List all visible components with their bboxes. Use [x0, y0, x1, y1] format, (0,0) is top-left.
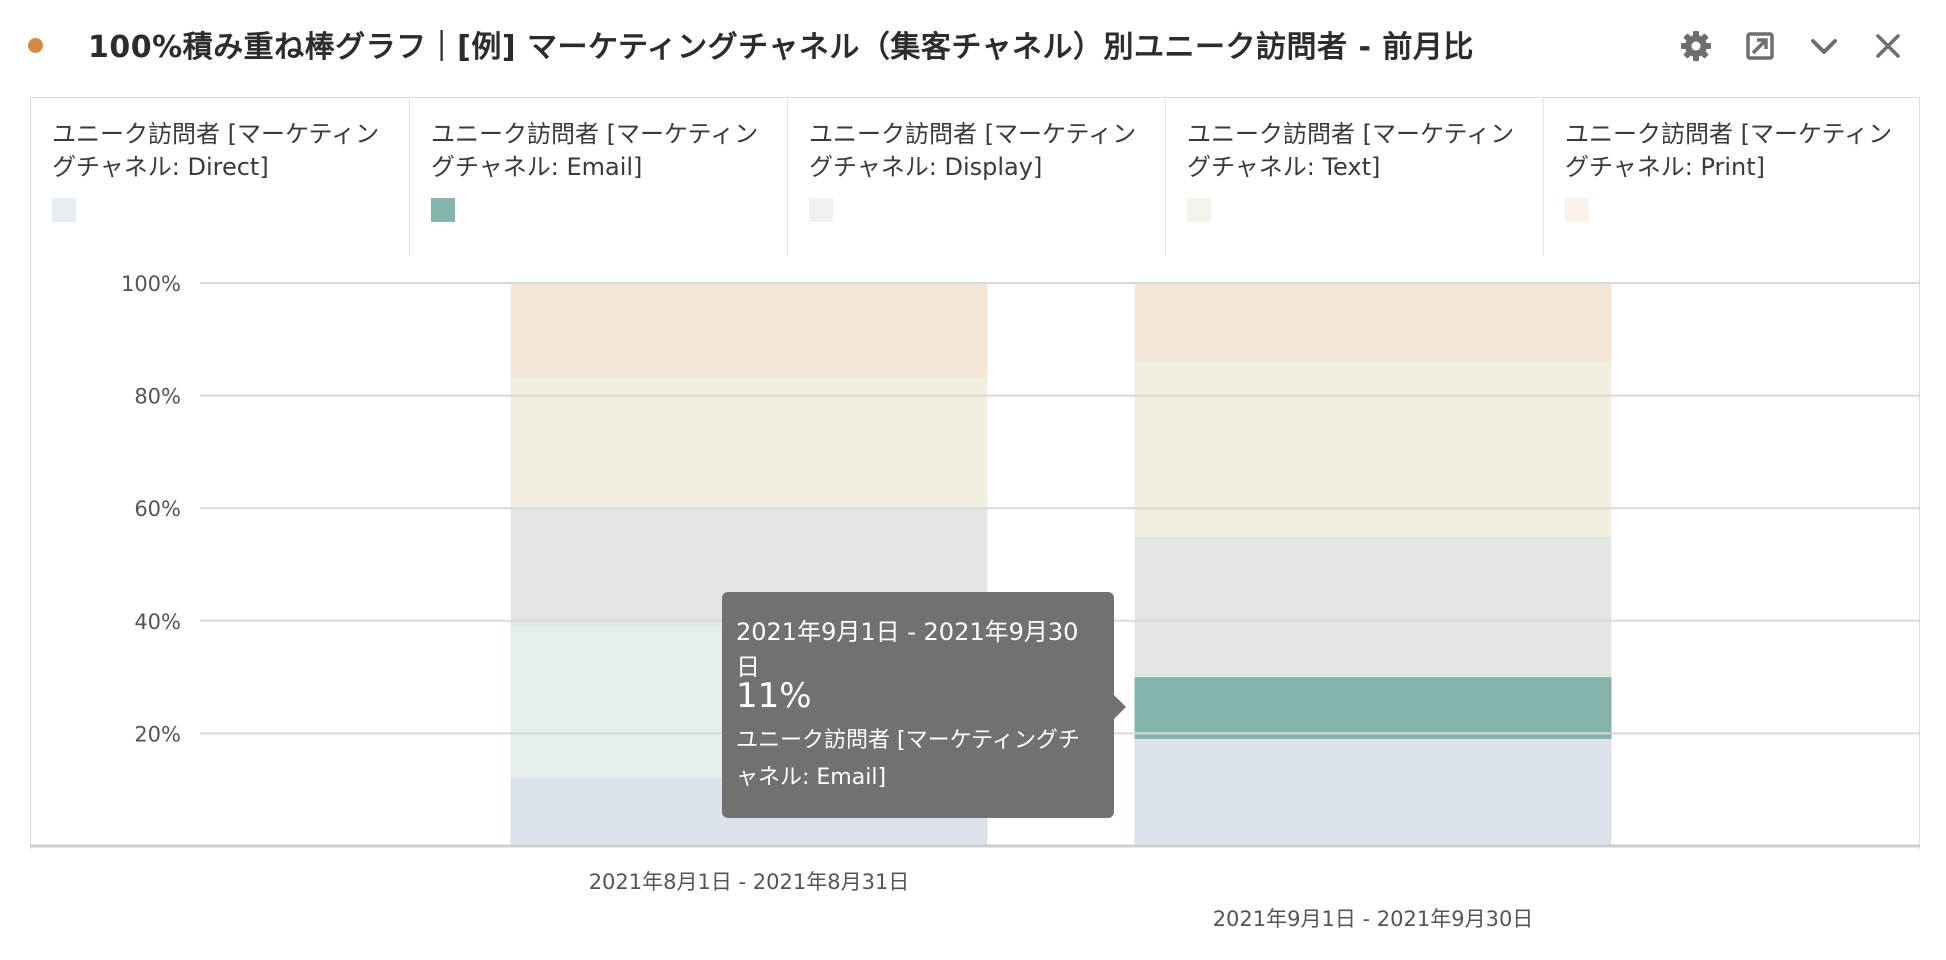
y-tick-label: 80%: [134, 385, 181, 409]
legend-label: ユニーク訪問者 [マーケティングチャネル: Email]: [431, 120, 759, 181]
chart-title: 100%積み重ね棒グラフ｜[例] マーケティングチャネル（集客チャネル）別ユニー…: [88, 30, 1474, 65]
y-tick-label: 100%: [121, 272, 181, 296]
chart-legend: ユニーク訪問者 [マーケティングチャネル: Direct] ユニーク訪問者 [マ…: [31, 98, 1921, 256]
close-button[interactable]: [1870, 28, 1906, 64]
bar-segment[interactable]: [1134, 677, 1612, 740]
legend-item-print[interactable]: ユニーク訪問者 [マーケティングチャネル: Print]: [1543, 98, 1921, 256]
gear-icon: [1681, 31, 1711, 61]
chevron-down-icon: [1811, 39, 1837, 54]
collapse-button[interactable]: [1806, 28, 1842, 64]
expand-button[interactable]: [1742, 28, 1778, 64]
y-tick-label: 40%: [134, 610, 181, 634]
y-tick-label: 20%: [134, 722, 181, 746]
x-category-label: 2021年8月1日 - 2021年8月31日: [589, 870, 910, 894]
chart-header: 100%積み重ね棒グラフ｜[例] マーケティングチャネル（集客チャネル）別ユニー…: [0, 0, 1946, 92]
expand-icon: [1746, 32, 1774, 60]
legend-label: ユニーク訪問者 [マーケティングチャネル: Display]: [809, 120, 1137, 181]
legend-swatch: [809, 198, 833, 222]
bar-segment[interactable]: [1134, 739, 1612, 846]
legend-item-email[interactable]: ユニーク訪問者 [マーケティングチャネル: Email]: [409, 98, 787, 256]
bar-segment[interactable]: [1134, 283, 1612, 362]
tooltip-series: ユニーク訪問者 [マーケティングチャネル: Email]: [736, 728, 1080, 790]
legend-swatch: [1187, 198, 1211, 222]
status-dot: [28, 38, 43, 53]
tooltip-date: 2021年9月1日 - 2021年9月30日: [736, 618, 1079, 681]
bar-segment[interactable]: [1134, 536, 1612, 678]
legend-item-text[interactable]: ユニーク訪問者 [マーケティングチャネル: Text]: [1165, 98, 1543, 256]
chart-tooltip: 2021年9月1日 - 2021年9月30日 11% ユニーク訪問者 [マーケテ…: [722, 592, 1126, 818]
tooltip-value: 11%: [736, 676, 812, 716]
legend-label: ユニーク訪問者 [マーケティングチャネル: Direct]: [52, 120, 380, 181]
chart-panel: ユニーク訪問者 [マーケティングチャネル: Direct] ユニーク訪問者 [マ…: [30, 97, 1920, 849]
legend-label: ユニーク訪問者 [マーケティングチャネル: Text]: [1187, 120, 1515, 181]
bar-segment[interactable]: [1134, 361, 1612, 537]
close-icon: [1876, 34, 1900, 58]
legend-item-direct[interactable]: ユニーク訪問者 [マーケティングチャネル: Direct]: [31, 98, 409, 256]
bar-segment[interactable]: [510, 378, 988, 509]
legend-swatch: [431, 198, 455, 222]
legend-item-display[interactable]: ユニーク訪問者 [マーケティングチャネル: Display]: [787, 98, 1165, 256]
x-category-label: 2021年9月1日 - 2021年9月30日: [1213, 907, 1534, 931]
y-tick-label: 60%: [134, 497, 181, 521]
legend-swatch: [1565, 198, 1589, 222]
bar-segment[interactable]: [510, 283, 988, 379]
settings-button[interactable]: [1678, 28, 1714, 64]
legend-label: ユニーク訪問者 [マーケティングチャネル: Print]: [1565, 120, 1893, 181]
legend-swatch: [52, 198, 76, 222]
